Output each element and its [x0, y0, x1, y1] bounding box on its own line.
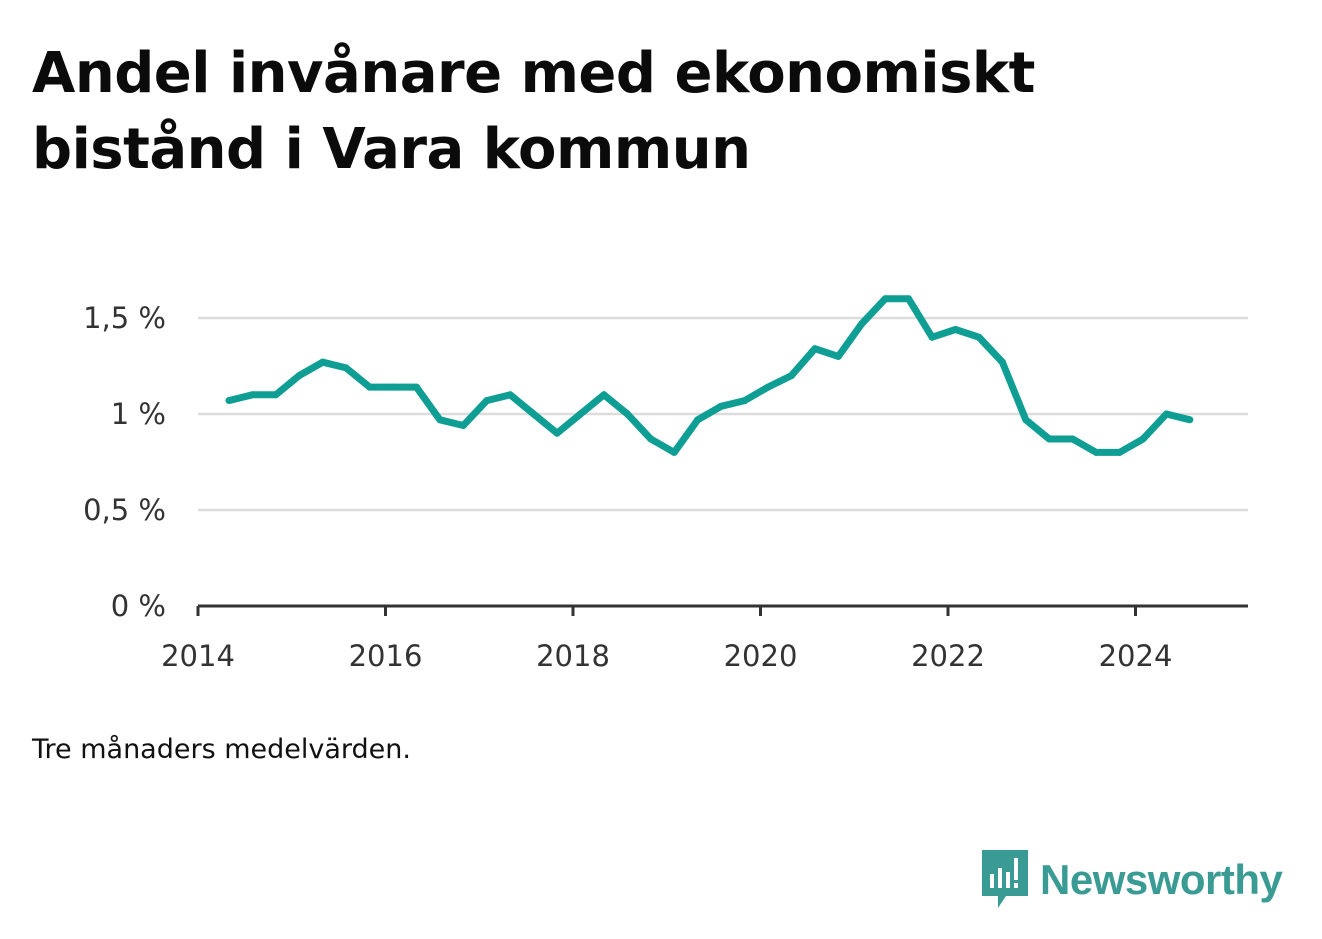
y-axis-ticks: 0 % 0,5 % 1 % 1,5 % — [83, 301, 166, 623]
newsworthy-logo-icon — [982, 850, 1028, 908]
x-tick-label: 2016 — [349, 639, 423, 673]
series-group — [225, 295, 1194, 456]
data-point — [389, 383, 397, 391]
chart-note: Tre månaders medelvärden. — [32, 734, 411, 765]
x-axis: 2014 2016 2018 2020 2022 2024 — [161, 604, 1248, 673]
chart-title: Andel invånare med ekonomiskt bistånd i … — [32, 41, 1035, 182]
data-point — [952, 326, 959, 334]
y-tick-label: 1,5 % — [83, 301, 166, 335]
data-point — [506, 391, 514, 399]
data-point — [342, 364, 350, 372]
x-tick-label: 2018 — [536, 639, 610, 673]
data-point — [928, 333, 936, 341]
data-point — [366, 383, 374, 391]
y-tick-label: 1 % — [111, 397, 166, 431]
data-point — [647, 435, 655, 443]
data-point — [459, 422, 467, 430]
data-point — [670, 448, 678, 456]
y-tick-label: 0 % — [111, 589, 166, 623]
data-point — [623, 410, 631, 418]
data-point — [530, 410, 538, 418]
data-point — [1022, 416, 1030, 424]
x-tick-label: 2014 — [161, 639, 235, 673]
data-point — [998, 358, 1006, 366]
data-point — [1069, 435, 1077, 443]
data-point — [1092, 448, 1100, 456]
x-tick-label: 2024 — [1099, 639, 1173, 673]
data-point — [811, 345, 819, 353]
data-point — [412, 383, 420, 391]
data-point — [764, 383, 772, 391]
data-point — [694, 416, 702, 424]
data-point — [741, 397, 749, 405]
data-point — [248, 391, 256, 399]
data-point — [1162, 410, 1170, 418]
data-point — [1186, 416, 1194, 424]
data-point — [295, 372, 303, 380]
data-point — [272, 391, 280, 399]
data-point — [225, 397, 233, 405]
data-point — [905, 295, 913, 303]
data-point — [1116, 448, 1124, 456]
data-point — [787, 372, 795, 380]
series-line — [228, 295, 1191, 456]
data-point — [717, 402, 725, 410]
data-point — [553, 429, 561, 437]
data-point — [577, 410, 584, 418]
brand-logo: Newsworthy — [980, 848, 1283, 912]
data-point — [975, 333, 983, 341]
data-point — [483, 397, 491, 405]
data-point — [319, 358, 327, 366]
y-tick-label: 0,5 % — [83, 493, 166, 527]
brand-name: Newsworthy — [1040, 856, 1283, 903]
data-point — [1045, 435, 1053, 443]
gridlines — [198, 316, 1248, 512]
x-tick-label: 2020 — [724, 639, 798, 673]
data-point — [436, 416, 444, 424]
x-tick-label: 2022 — [911, 639, 985, 673]
data-point — [600, 391, 608, 399]
data-point — [858, 320, 866, 328]
data-point — [881, 295, 889, 303]
data-point — [834, 352, 842, 360]
data-point — [1139, 435, 1147, 443]
